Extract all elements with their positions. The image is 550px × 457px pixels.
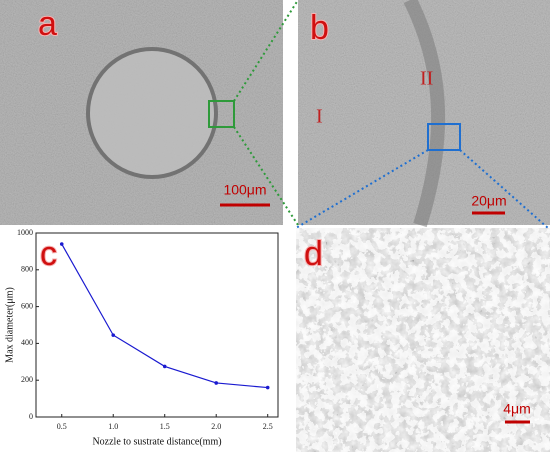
data-point bbox=[214, 381, 219, 385]
y-axis-label: Max diameter(μm) bbox=[4, 287, 15, 363]
x-tick-label: 1.0 bbox=[108, 422, 118, 431]
region-label: I bbox=[316, 106, 323, 128]
y-tick-label: 400 bbox=[21, 338, 33, 347]
sem-image bbox=[296, 228, 550, 452]
y-tick-label: 200 bbox=[21, 375, 33, 384]
x-tick-label: 0.5 bbox=[57, 422, 67, 431]
zoom-box bbox=[208, 100, 235, 128]
data-point bbox=[111, 333, 116, 337]
panel-label: d bbox=[304, 235, 323, 273]
panel-label: b bbox=[310, 9, 329, 47]
panel-b: b I II 20μm bbox=[298, 0, 550, 228]
panel-a: a 100μm bbox=[0, 0, 283, 225]
plot-frame bbox=[35, 232, 279, 418]
region-label: II bbox=[420, 68, 433, 90]
x-tick-label: 2.5 bbox=[263, 422, 273, 431]
data-point bbox=[162, 364, 167, 369]
y-tick-label: 600 bbox=[21, 301, 33, 310]
x-tick-label: 1.5 bbox=[160, 422, 170, 431]
scale-bar-label: 20μm bbox=[471, 193, 506, 209]
y-tick-label: 800 bbox=[21, 265, 33, 274]
data-point bbox=[265, 385, 270, 390]
ring-edge bbox=[403, 0, 446, 228]
panel-d: d 4μm bbox=[296, 228, 550, 452]
zoom-box bbox=[427, 123, 461, 151]
data-point bbox=[59, 242, 64, 246]
droplet-ring bbox=[86, 47, 218, 179]
scale-bar-label: 4μm bbox=[503, 401, 531, 417]
x-axis-label: Nozzle to sustrate distance(mm) bbox=[92, 436, 221, 447]
panel-label: c bbox=[40, 235, 57, 273]
y-tick-label: 0 bbox=[29, 412, 33, 421]
panel-c: c Nozzle to sustrate distance(mm) Max di… bbox=[4, 228, 279, 447]
panel-label: a bbox=[38, 5, 57, 43]
scale-bar-label: 100μm bbox=[223, 182, 266, 198]
connector bbox=[295, 149, 429, 229]
x-tick-label: 2.0 bbox=[211, 422, 221, 431]
y-tick-label: 1000 bbox=[17, 228, 33, 237]
